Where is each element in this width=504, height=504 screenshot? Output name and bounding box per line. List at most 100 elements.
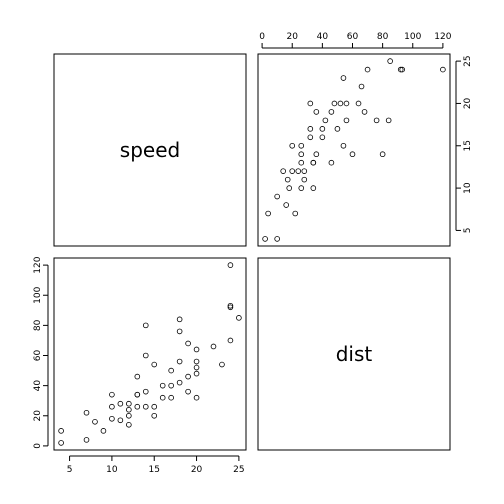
data-point [301, 176, 308, 183]
data-point [313, 109, 320, 115]
data-point [134, 373, 141, 380]
data-point [83, 437, 90, 443]
tick-label: 5 [463, 228, 473, 234]
tick-label: 15 [149, 465, 160, 475]
data-point [126, 412, 132, 419]
data-point [322, 117, 329, 124]
data-point [298, 185, 305, 191]
data-point [334, 126, 341, 132]
data-point [168, 367, 174, 374]
data-point [373, 117, 380, 124]
data-point [262, 236, 268, 242]
data-point [280, 168, 286, 174]
data-point [151, 412, 158, 419]
data-point [151, 403, 158, 410]
y-axis-speed: 5 10 15 20 25 [455, 55, 473, 234]
data-point [193, 370, 200, 377]
data-point [176, 316, 183, 323]
data-point [159, 394, 166, 401]
panel-speed-vs-dist [257, 53, 451, 247]
data-point [328, 109, 335, 115]
tick-label: 25 [233, 465, 244, 475]
data-point [109, 391, 115, 398]
data-point [298, 142, 305, 149]
data-point [193, 394, 200, 401]
data-point [176, 328, 183, 335]
data-point [117, 400, 124, 407]
data-point [313, 151, 320, 158]
data-point [168, 382, 174, 389]
tick-label: 20 [287, 32, 299, 42]
data-point [159, 382, 166, 389]
data-point [227, 262, 234, 268]
data-point [185, 373, 191, 380]
tick-label: 0 [33, 443, 43, 449]
tick-label: 60 [33, 350, 43, 362]
tick-label: 100 [33, 286, 43, 303]
data-point [301, 168, 308, 174]
data-point [151, 361, 158, 368]
tick-label: 10 [106, 465, 118, 475]
data-point [283, 202, 290, 208]
data-point [227, 337, 234, 344]
data-point [126, 406, 132, 413]
data-point [307, 126, 314, 132]
diagonal-label-speed: speed [120, 138, 180, 162]
data-point [319, 126, 326, 132]
data-point [274, 193, 280, 200]
data-point [142, 352, 149, 359]
tick-label: 10 [463, 182, 473, 194]
data-point [340, 142, 347, 149]
data-point [440, 66, 446, 73]
tick-label: 0 [259, 32, 265, 42]
data-point [185, 340, 191, 347]
data-point [379, 151, 386, 158]
data-point [343, 117, 350, 124]
data-point [295, 168, 302, 174]
data-point [310, 159, 317, 166]
data-point [126, 400, 132, 407]
data-point [193, 364, 200, 371]
tick-label: 5 [67, 465, 73, 475]
tick-label: 15 [463, 140, 473, 151]
data-point [358, 83, 365, 90]
points-dist-vs-speed [58, 262, 242, 446]
data-point [337, 100, 344, 107]
data-point [298, 151, 305, 158]
tick-label: 60 [347, 32, 359, 42]
data-point [399, 66, 406, 73]
data-point [397, 66, 404, 73]
tick-label: 80 [377, 32, 389, 42]
data-point [328, 159, 335, 166]
data-point [142, 322, 149, 329]
data-point [83, 409, 90, 416]
data-point [284, 176, 291, 183]
tick-label: 20 [191, 465, 203, 475]
tick-label: 40 [317, 32, 329, 42]
panel-dist-vs-speed [53, 257, 247, 451]
diagonal-label-dist: dist [336, 342, 373, 366]
data-point [227, 302, 234, 309]
data-point [227, 304, 234, 311]
data-point [265, 210, 271, 217]
data-point [286, 185, 293, 191]
data-point [100, 428, 107, 434]
data-point [274, 236, 280, 242]
data-point [310, 185, 317, 191]
data-point [385, 117, 392, 124]
data-point [307, 100, 314, 107]
data-point [319, 134, 326, 141]
panel-dist-diagonal [257, 257, 451, 451]
data-point [117, 417, 124, 424]
y-axis-dist: 0 20 40 60 80 100 120 [33, 256, 49, 449]
data-point [364, 66, 371, 73]
data-point [349, 151, 356, 158]
data-point [193, 358, 200, 365]
data-point [168, 394, 174, 401]
tick-label: 120 [33, 256, 43, 273]
data-point [343, 100, 350, 107]
panel-speed-diagonal [53, 53, 247, 247]
data-point [176, 379, 183, 386]
data-point [109, 415, 115, 422]
